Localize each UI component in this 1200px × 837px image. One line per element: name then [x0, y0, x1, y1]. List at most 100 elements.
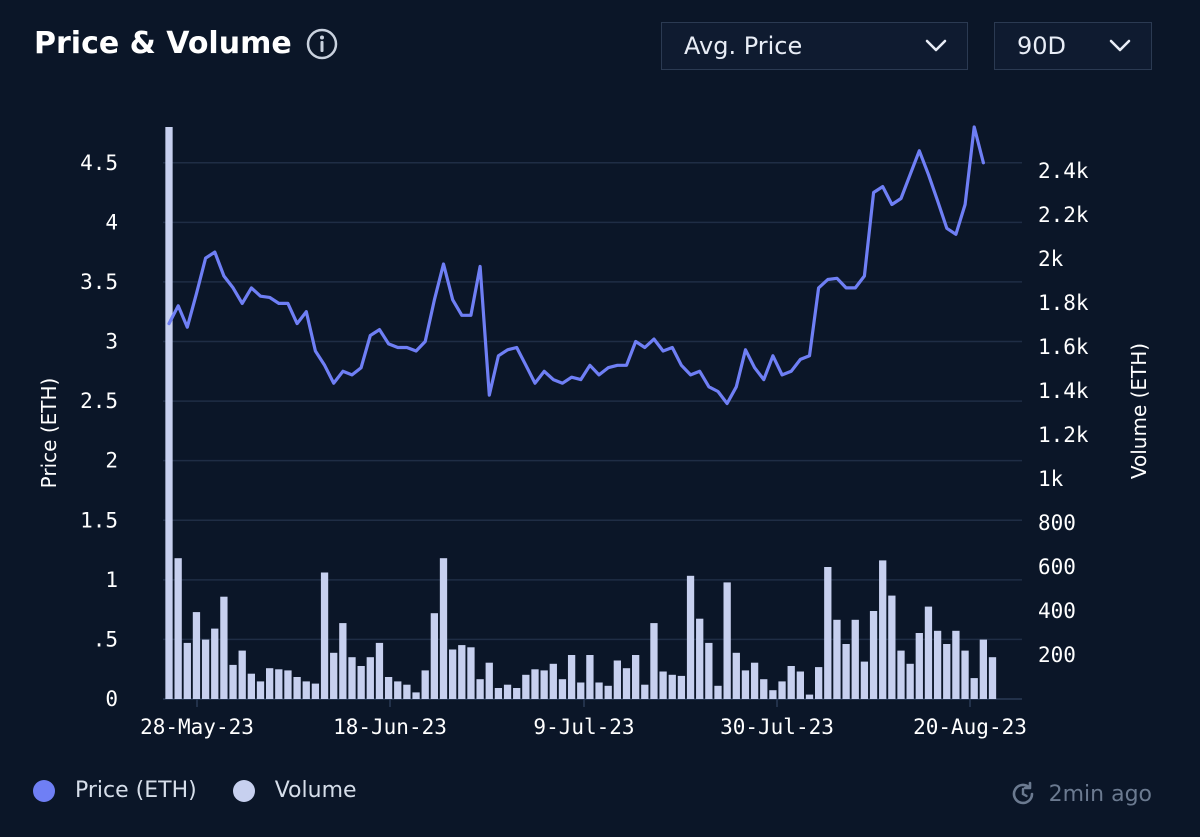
refresh-clock-icon[interactable]	[1009, 780, 1037, 808]
volume-bar[interactable]	[714, 685, 722, 699]
legend-item-volume[interactable]: Volume	[232, 778, 357, 803]
volume-bar[interactable]	[293, 677, 301, 699]
volume-bar[interactable]	[979, 639, 987, 699]
volume-bar[interactable]	[732, 652, 740, 699]
volume-bar[interactable]	[403, 684, 411, 699]
volume-bar[interactable]	[192, 612, 201, 699]
volume-bar[interactable]	[503, 684, 512, 699]
volume-bar[interactable]	[201, 639, 210, 699]
x-tick-label: 9-Jul-23	[533, 715, 634, 739]
volume-bar[interactable]	[339, 623, 347, 699]
volume-bar[interactable]	[604, 685, 612, 699]
volume-bar[interactable]	[769, 690, 777, 699]
volume-bar[interactable]	[906, 663, 914, 699]
volume-bar[interactable]	[705, 642, 713, 699]
volume-bar[interactable]	[696, 618, 704, 699]
volume-bar[interactable]	[650, 623, 658, 699]
volume-bar[interactable]	[467, 647, 475, 699]
volume-bar[interactable]	[659, 671, 667, 700]
volume-bar[interactable]	[952, 630, 960, 699]
volume-bar[interactable]	[577, 682, 585, 700]
volume-bar[interactable]	[238, 650, 246, 699]
volume-bar[interactable]	[348, 657, 356, 699]
volume-bar[interactable]	[531, 669, 539, 699]
volume-bar[interactable]	[165, 127, 173, 699]
volume-bar[interactable]	[595, 682, 603, 700]
volume-bar[interactable]	[412, 692, 420, 699]
volume-bar[interactable]	[357, 666, 365, 699]
volume-bar[interactable]	[247, 673, 255, 699]
legend-item-price[interactable]: Price (ETH)	[33, 778, 197, 803]
price-line[interactable]	[167, 125, 986, 406]
volume-bar[interactable]	[851, 619, 859, 699]
volume-bar[interactable]	[668, 674, 676, 699]
volume-bar[interactable]	[933, 630, 942, 699]
volume-bar[interactable]	[211, 628, 219, 699]
volume-bar[interactable]	[622, 668, 631, 699]
volume-bar[interactable]	[961, 650, 969, 699]
volume-bar[interactable]	[540, 670, 548, 699]
volume-bar[interactable]	[869, 611, 878, 699]
volume-bar[interactable]	[549, 663, 557, 699]
volume-bar[interactable]	[567, 655, 576, 699]
volume-bar[interactable]	[787, 666, 795, 699]
volume-bar[interactable]	[879, 560, 887, 699]
volume-bar[interactable]	[824, 567, 832, 699]
volume-bar[interactable]	[641, 684, 649, 699]
volume-bar[interactable]	[970, 678, 978, 699]
metric-select[interactable]: Avg. Price	[661, 22, 968, 70]
volume-bar[interactable]	[558, 679, 567, 699]
volume-bar[interactable]	[256, 681, 265, 699]
info-icon[interactable]	[306, 28, 338, 60]
volume-bar[interactable]	[485, 662, 493, 699]
volume-bar[interactable]	[988, 657, 997, 699]
volume-bar[interactable]	[760, 679, 768, 699]
volume-bar[interactable]	[266, 668, 274, 699]
volume-bar[interactable]	[796, 671, 804, 700]
volume-bar[interactable]	[860, 661, 869, 699]
volume-bar[interactable]	[494, 688, 503, 699]
volume-bar[interactable]	[430, 613, 438, 699]
volume-bar[interactable]	[833, 619, 841, 699]
volume-bar[interactable]	[632, 655, 640, 699]
volume-bar[interactable]	[613, 660, 621, 700]
volume-bar[interactable]	[330, 652, 338, 699]
volume-bar[interactable]	[439, 558, 448, 699]
volume-bar[interactable]	[421, 670, 429, 699]
volume-bar[interactable]	[476, 679, 484, 699]
volume-bar[interactable]	[897, 650, 905, 699]
volume-bar[interactable]	[449, 649, 457, 700]
volume-bar[interactable]	[302, 681, 310, 699]
volume-bar[interactable]	[174, 558, 182, 699]
volume-bar[interactable]	[522, 674, 530, 699]
volume-bar[interactable]	[815, 667, 823, 699]
range-select[interactable]: 90D	[994, 22, 1152, 70]
volume-bar[interactable]	[915, 633, 923, 699]
volume-bar[interactable]	[284, 670, 292, 699]
volume-bar[interactable]	[513, 688, 521, 699]
volume-bar[interactable]	[741, 670, 750, 699]
volume-bar[interactable]	[778, 681, 786, 699]
volume-bar[interactable]	[375, 642, 384, 699]
volume-bar[interactable]	[384, 677, 393, 699]
volume-bar[interactable]	[458, 645, 466, 699]
volume-bar[interactable]	[366, 657, 374, 699]
volume-bar[interactable]	[943, 644, 951, 699]
metric-select-value: Avg. Price	[684, 32, 803, 60]
volume-bar[interactable]	[677, 675, 686, 699]
volume-bar[interactable]	[229, 664, 237, 699]
volume-bar[interactable]	[924, 606, 933, 699]
volume-bar[interactable]	[888, 595, 896, 699]
volume-bar[interactable]	[842, 644, 850, 699]
volume-bar[interactable]	[686, 575, 695, 699]
volume-bar[interactable]	[275, 669, 283, 699]
volume-bar[interactable]	[586, 655, 594, 699]
volume-bar[interactable]	[220, 596, 228, 699]
volume-bar[interactable]	[805, 694, 814, 699]
volume-bar[interactable]	[723, 582, 731, 699]
volume-bar[interactable]	[750, 662, 759, 699]
volume-bar[interactable]	[311, 683, 320, 699]
volume-bar[interactable]	[320, 572, 329, 700]
volume-bar[interactable]	[394, 681, 402, 699]
volume-bar[interactable]	[183, 642, 191, 699]
